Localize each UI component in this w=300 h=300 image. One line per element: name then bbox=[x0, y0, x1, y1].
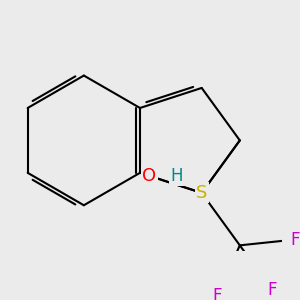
Text: H: H bbox=[170, 167, 183, 185]
Text: F: F bbox=[268, 281, 277, 299]
Text: F: F bbox=[213, 287, 222, 300]
Text: S: S bbox=[196, 184, 207, 202]
Text: O: O bbox=[142, 167, 156, 185]
Text: F: F bbox=[290, 231, 299, 249]
